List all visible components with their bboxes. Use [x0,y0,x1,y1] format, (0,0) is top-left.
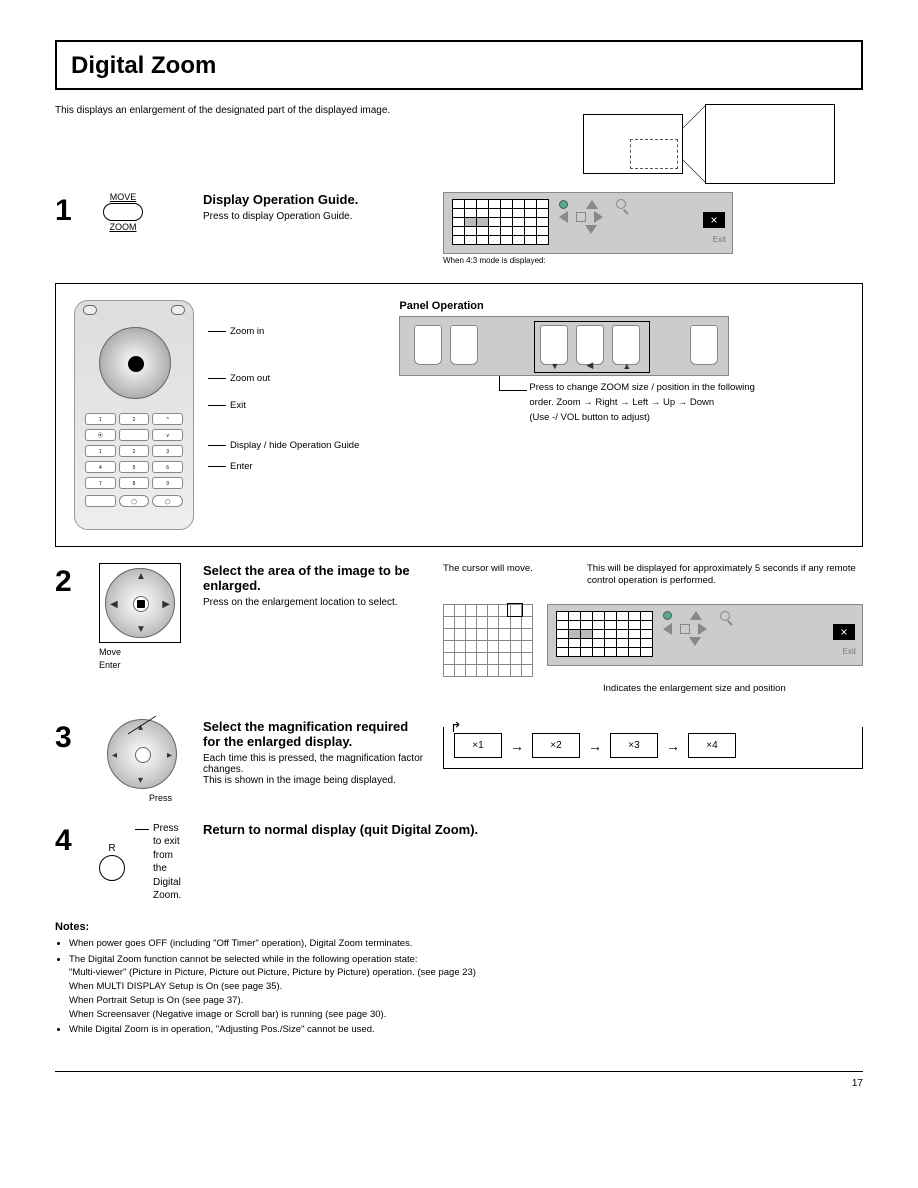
step4-heading: Return to normal display (quit Digital Z… [203,822,863,837]
panel-illustration: ▼◀▲ [399,316,729,376]
stop-square-icon [576,212,586,222]
status-dot-icon [663,611,672,620]
note-item: The Digital Zoom function cannot be sele… [69,953,863,1022]
guide-mini-grid-icon [452,199,549,245]
arrow-up-icon [586,200,598,209]
zoom-cycle-diagram: ↱ ×1 → ×2 → ×3 → ×4 [443,727,863,769]
stop-square-icon [680,624,690,634]
notes-heading: Notes: [55,921,863,933]
step-number: 2 [55,563,81,599]
step-3: 3 ▴▾ ◂▸ Press Select the magnification r… [55,719,863,804]
arrow-left-icon [663,623,672,635]
callout-enlarge: Indicates the enlargement size and posit… [603,683,863,695]
zoom-projection-lines-icon [683,104,707,184]
step2-heading: Select the area of the image to be enlar… [203,563,425,593]
remote-label-enter: Enter [208,459,359,474]
remote-panel-box: 12^ ⦿v 123 456 789 ◯◯ Zoom in Zoom out E… [55,283,863,547]
page-title: Digital Zoom [71,52,847,80]
magnify-icon [616,199,626,209]
guide-mini-grid-icon [556,611,653,657]
remote-label-exit: Exit [208,398,359,413]
guide-caption: When 4:3 mode is displayed: [443,256,863,265]
remote-label-zoom-out: Zoom out [208,371,359,386]
arrow-down-icon [689,637,701,646]
exit-badge-icon: × [833,624,855,640]
step-4: 4 R Press to exit from the Digital Zoom.… [55,822,863,903]
step-1: 1 MOVE ZOOM Display Operation Guide. Pre… [55,192,863,265]
exit-label: Exit [843,647,856,656]
step-number: 1 [55,192,81,228]
notes-section: Notes: When power goes OFF (including "O… [55,921,863,1037]
operation-guide-panel-2: × Exit [547,604,863,666]
step1-instruction: Press to display Operation Guide. [203,211,425,222]
panel-heading: Panel Operation [399,300,844,312]
callout-cursor: The cursor will move. [443,563,581,575]
zoom-illustration [583,104,863,184]
dial-press-icon: ▴▾ ◂▸ [107,719,177,789]
dial-caption-move: Move [99,647,185,658]
step-number: 4 [55,822,81,858]
page: Digital Zoom This displays an enlargemen… [0,0,918,1119]
panel-label-3: (Use -/ VOL button to adjust) [399,412,844,425]
exit-badge-icon: × [703,212,725,228]
dial-caption-enter: Enter [99,660,185,671]
step-number: 3 [55,719,81,755]
move-zoom-button-icon: MOVE ZOOM [99,192,147,232]
zoom-level-1: ×1 [454,733,502,758]
step4-press-text: Press to exit from the Digital Zoom. [135,822,185,903]
title-box: Digital Zoom [55,40,863,90]
arrow-up-icon [690,611,702,620]
callout-position: This will be displayed for approximately… [587,563,863,588]
note-item: When power goes OFF (including "Off Time… [69,937,863,951]
status-dot-icon [559,200,568,209]
note-item: While Digital Zoom is in operation, "Adj… [69,1023,863,1037]
arrow-down-icon [585,225,597,234]
step3-heading: Select the magnification required for th… [203,719,425,749]
step-2: 2 ▲▼ ◀▶ Move Enter Select the area of th… [55,563,863,701]
white-grid-with-cursor [443,604,533,677]
step1-heading: Display Operation Guide. [203,192,425,207]
r-button-icon: R [99,843,125,881]
zoom-level-2: ×2 [532,733,580,758]
dial-caption-press: Press [99,793,185,804]
page-footer: 17 [55,1071,863,1089]
remote-control-illustration: 12^ ⦿v 123 456 789 ◯◯ [74,300,194,530]
operation-guide-panel: × Exit [443,192,733,254]
intro-text: This displays an enlargement of the desi… [55,104,569,184]
remote-label-zoom-in: Zoom in [208,324,359,339]
page-number: 17 [852,1078,863,1089]
arrow-right-icon [594,211,603,223]
intro-row: This displays an enlargement of the desi… [55,104,863,184]
remote-label-guide: Display / hide Operation Guide [208,438,359,453]
arrow-right-icon [698,623,707,635]
exit-label: Exit [713,235,726,244]
step2-body: Press on the enlargement location to sel… [203,597,425,608]
magnify-icon [720,611,730,621]
arrow-left-icon [559,211,568,223]
dial-framed-icon: ▲▼ ◀▶ [99,563,181,643]
step3-body: Each time this is pressed, the magnifica… [203,753,425,786]
panel-label-1: Press to change ZOOM size / position in … [399,382,844,395]
zoom-level-3: ×3 [610,733,658,758]
zoom-level-4: ×4 [688,733,736,758]
panel-label-2: order. Zoom → Right → Left → Up → Down [399,397,844,410]
remote-labels: Zoom in Zoom out Exit Display / hide Ope… [208,300,359,530]
